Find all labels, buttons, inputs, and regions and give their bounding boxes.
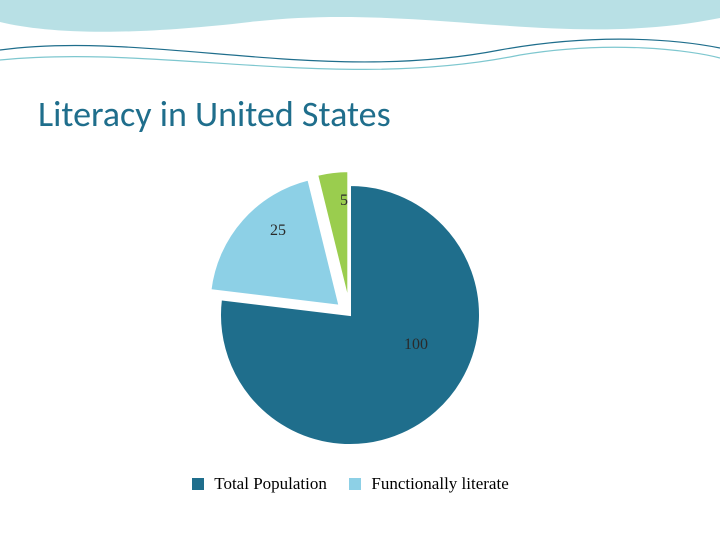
legend: Total Population Functionally literate bbox=[192, 473, 527, 494]
curve-band bbox=[0, 0, 720, 32]
pie-chart bbox=[200, 165, 500, 465]
pie-svg bbox=[200, 165, 500, 465]
top-curves bbox=[0, 0, 720, 90]
slice-label-1: 25 bbox=[270, 222, 286, 240]
pie-slice-1 bbox=[210, 180, 339, 306]
legend-item-1: Functionally literate bbox=[349, 473, 509, 494]
legend-text-1: Functionally literate bbox=[371, 474, 508, 493]
slice-label-0: 100 bbox=[404, 336, 428, 354]
legend-swatch-1 bbox=[349, 478, 361, 490]
page-title: Literacy in United States bbox=[38, 92, 391, 136]
curve-line-2 bbox=[0, 47, 720, 69]
legend-text-0: Total Population bbox=[214, 474, 327, 493]
curve-line-1 bbox=[0, 39, 720, 62]
slice-label-2: 5 bbox=[340, 192, 348, 210]
legend-item-0: Total Population bbox=[192, 473, 327, 494]
legend-swatch-0 bbox=[192, 478, 204, 490]
